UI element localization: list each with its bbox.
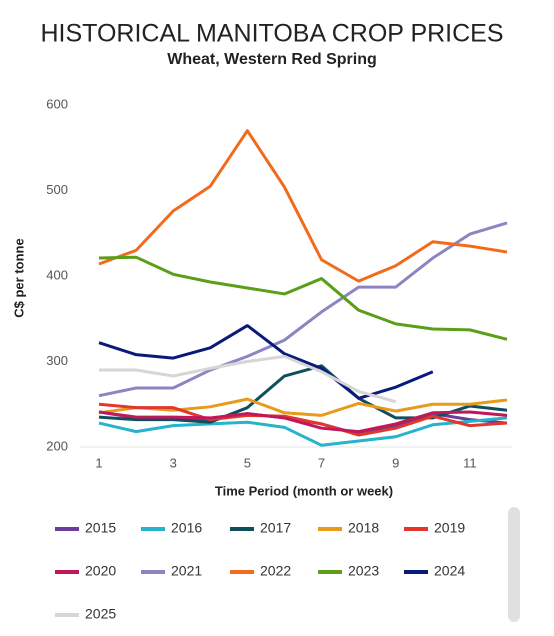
series-line: [98, 410, 508, 434]
series-line: [98, 364, 508, 424]
legend-label: 2025: [85, 606, 116, 622]
x-axis-label: Time Period (month or week): [215, 483, 393, 498]
series-line: [98, 402, 508, 437]
legend-label: 2015: [85, 520, 116, 536]
x-tick-label: 11: [463, 455, 477, 470]
y-tick-label: 300: [46, 353, 68, 368]
y-tick-label: 200: [46, 438, 68, 453]
x-tick-label: 7: [318, 455, 325, 470]
scrollbar[interactable]: [508, 507, 520, 622]
chart-title: HISTORICAL MANITOBA CROP PRICES: [40, 20, 503, 48]
legend-label: 2023: [348, 563, 379, 579]
series-line: [98, 397, 508, 417]
series-line: [98, 324, 434, 400]
x-tick-label: 5: [244, 455, 251, 470]
x-tick-label: 3: [170, 455, 177, 470]
legend-label: 2017: [260, 520, 291, 536]
legend-label: 2018: [348, 520, 379, 536]
legend-label: 2024: [434, 563, 465, 579]
legend-label: 2021: [171, 563, 202, 579]
series-line: [98, 255, 508, 341]
legend-label: 2019: [434, 520, 465, 536]
x-tick-label: 9: [392, 455, 399, 470]
x-tick-label: 1: [95, 455, 102, 470]
series-line: [99, 354, 397, 404]
y-tick-label: 600: [46, 96, 68, 111]
legend-label: 2016: [171, 520, 202, 536]
y-tick-label: 400: [46, 267, 68, 282]
series-line: [98, 221, 508, 398]
series-line: [98, 129, 508, 283]
series-line: [98, 416, 508, 447]
legend-label: 2020: [85, 563, 116, 579]
chart-subtitle: Wheat, Western Red Spring: [167, 51, 377, 68]
legend-label: 2022: [260, 563, 291, 579]
y-tick-label: 500: [46, 182, 68, 197]
y-axis-label: C$ per tonne: [11, 238, 26, 317]
